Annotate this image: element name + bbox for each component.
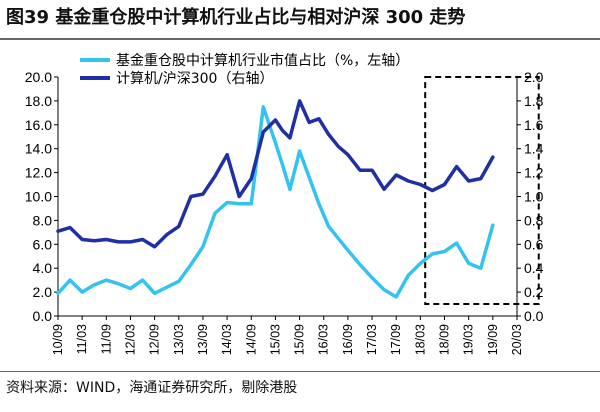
left-tick-label: 16.0	[25, 117, 52, 133]
source-note: 资料来源：WIND，海通证券研究所，剔除港股	[6, 380, 298, 396]
left-tick-label: 14.0	[25, 141, 52, 157]
x-tick-label: 13/03	[172, 324, 186, 355]
right-tick-label: 2.0	[524, 69, 544, 85]
left-tick-label: 8.0	[33, 212, 53, 228]
left-tick-label: 2.0	[33, 284, 53, 300]
left-tick-label: 12.0	[25, 165, 52, 181]
right-tick-label: 0.0	[524, 308, 544, 324]
series-line-fund-weight	[56, 105, 495, 299]
left-tick-label: 10.0	[25, 189, 52, 205]
x-tick-label: 15/09	[293, 324, 307, 355]
legend-label-relative-index: 计算机/沪深300（右轴）	[116, 71, 273, 87]
x-tick-label: 19/03	[462, 324, 476, 355]
right-tick-label: 0.4	[524, 260, 544, 276]
right-tick-label: 1.4	[524, 141, 544, 157]
x-tick-label: 14/03	[220, 324, 234, 355]
highlight-box	[424, 76, 540, 306]
x-tick-label: 19/09	[486, 324, 500, 355]
x-tick-label: 16/09	[341, 324, 355, 355]
right-tick-label: 0.8	[524, 212, 544, 228]
x-tick-label: 16/03	[317, 324, 331, 355]
x-tick-label: 20/03	[510, 324, 524, 355]
x-tick-label: 17/03	[365, 324, 379, 355]
x-tick-label: 12/09	[148, 324, 162, 355]
x-tick-label: 12/03	[123, 324, 137, 355]
right-tick-label: 0.6	[524, 236, 544, 252]
left-tick-label: 4.0	[33, 260, 53, 276]
series-line-relative-index	[56, 99, 495, 249]
x-tick-label: 10/09	[51, 324, 65, 355]
left-tick-label: 20.0	[25, 69, 52, 85]
right-tick-label: 1.8	[524, 93, 544, 109]
right-tick-label: 1.2	[524, 165, 544, 181]
figure-title: 图39 基金重仓股中计算机行业占比与相对沪深 300 走势	[6, 7, 466, 28]
left-tick-label: 0.0	[33, 308, 53, 324]
right-tick-label: 0.2	[524, 284, 544, 300]
x-tick-label: 15/03	[268, 324, 282, 355]
x-tick-label: 11/09	[99, 324, 113, 354]
x-tick-label: 17/09	[389, 324, 403, 355]
right-tick-label: 1.0	[524, 189, 544, 205]
left-tick-label: 18.0	[25, 93, 52, 109]
legend-label-fund-weight: 基金重仓股中计算机行业市值占比（%，左轴）	[116, 52, 409, 69]
source-divider	[0, 371, 600, 372]
x-tick-label: 14/09	[244, 324, 258, 355]
x-tick-label: 18/09	[438, 324, 452, 355]
x-tick-label: 18/03	[413, 324, 427, 355]
right-tick-label: 1.6	[524, 117, 544, 133]
x-tick-label: 13/09	[196, 324, 210, 355]
title-divider	[0, 38, 600, 40]
left-tick-label: 6.0	[33, 236, 53, 252]
x-tick-label: 11/03	[75, 324, 89, 354]
